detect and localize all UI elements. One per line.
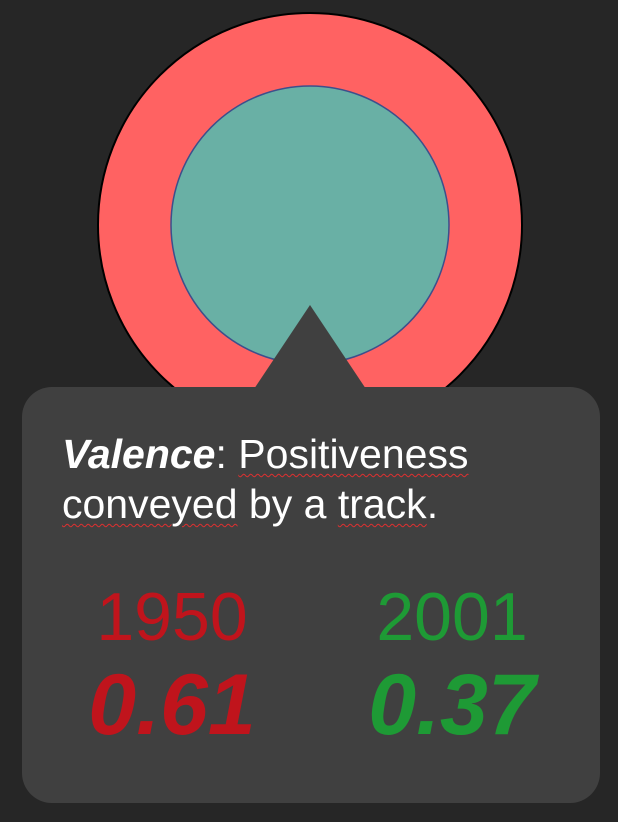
description-period: . [426,481,439,527]
year-label-2001: 2001 [376,579,528,655]
value-1950: 0.61 [88,657,256,753]
tooltip-pointer [254,305,366,389]
description-word: conveyed [62,481,238,527]
description-word: Positiveness [238,431,469,477]
metric-term: Valence [62,431,216,477]
value-2001: 0.37 [368,657,536,753]
term-colon: : [215,431,227,477]
description-text: by a [248,481,327,527]
stat-1950: 1950 0.61 [72,577,272,753]
stat-2001: 2001 0.37 [342,577,562,753]
description-word: track [337,481,427,527]
metric-description: Valence: Positiveness conveyed by a trac… [62,429,562,529]
year-label-1950: 1950 [96,579,248,655]
tooltip-panel: Valence: Positiveness conveyed by a trac… [22,387,600,803]
